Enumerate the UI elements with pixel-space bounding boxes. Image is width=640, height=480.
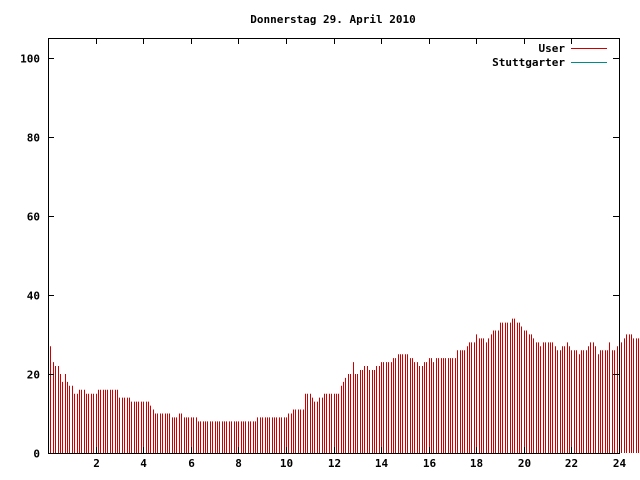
x-tick-label: 10 [280,457,293,470]
chart-title: Donnerstag 29. April 2010 [250,13,416,26]
x-tick-label: 2 [93,457,100,470]
y-tick-label: 20 [27,369,40,382]
x-tick-label: 18 [470,457,483,470]
legend: User Stuttgarter [492,42,607,69]
x-tick-label: 12 [328,457,341,470]
x-tick-label: 6 [188,457,195,470]
legend-label-stuttgarter: Stuttgarter [492,56,565,69]
bars-group [50,318,639,453]
x-tick-label: 22 [565,457,578,470]
y-tick-label: 40 [27,290,40,303]
y-tick-label: 60 [27,211,40,224]
x-tick-label: 16 [423,457,437,470]
legend-label-user: User [539,42,566,55]
x-tick-label: 14 [375,457,389,470]
y-tick-label: 0 [33,448,40,461]
x-tick-label: 4 [140,457,147,470]
x-tick-label: 8 [235,457,242,470]
y-tick-label: 80 [27,132,40,145]
x-tick-label: 24 [613,457,627,470]
y-tick-label: 100 [20,53,40,66]
x-tick-label: 20 [518,457,531,470]
